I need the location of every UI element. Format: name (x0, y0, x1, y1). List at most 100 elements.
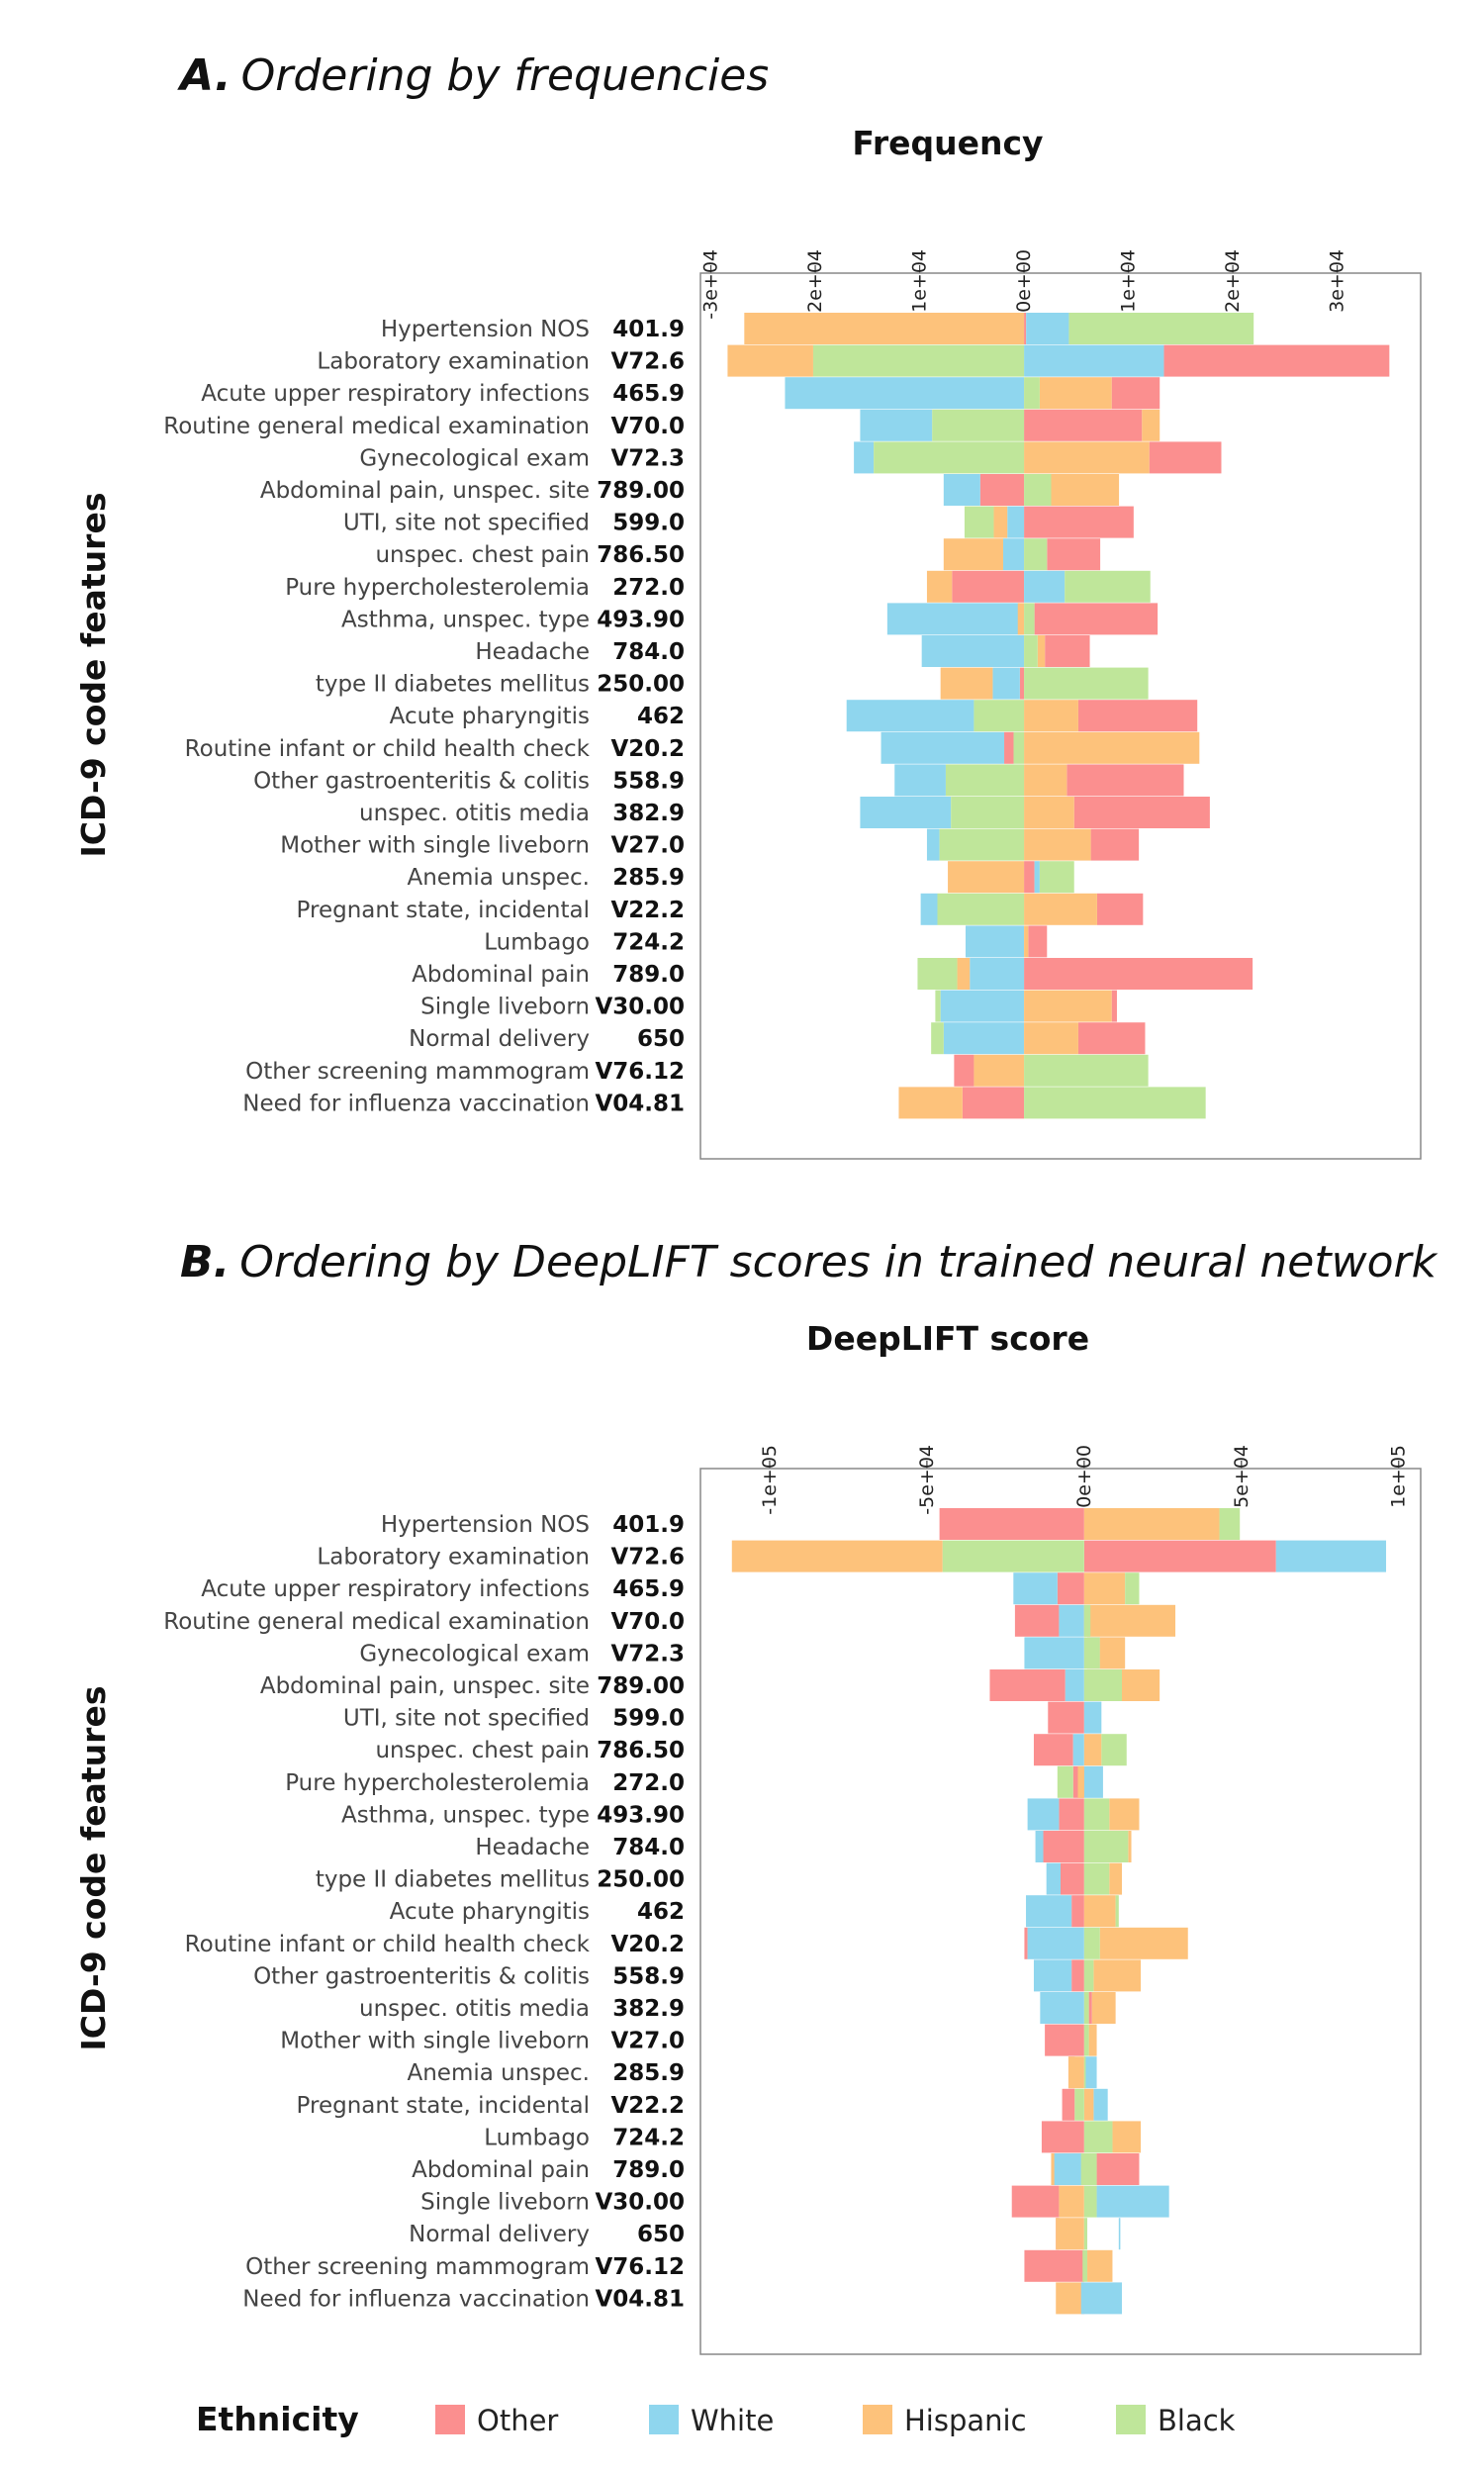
row-label: Gynecological exam (359, 445, 590, 471)
row-code: V27.0 (610, 833, 685, 859)
bar-hispanic (1024, 441, 1150, 474)
bar-hispanic (1024, 925, 1029, 958)
bar-black (937, 893, 1025, 925)
bar-other (1083, 1540, 1276, 1572)
bar-white (1046, 1862, 1061, 1895)
row-label: Asthma, unspec. type (341, 1802, 590, 1828)
bar-other (1024, 958, 1253, 990)
bar-other (1019, 667, 1025, 700)
bar-black (1083, 1798, 1110, 1831)
bar-white (1024, 570, 1066, 603)
bar-white (1027, 1927, 1084, 1959)
row-label: Normal delivery (409, 2222, 590, 2247)
panel-b-title-prefix: B. (180, 1237, 230, 1287)
bar-black (1083, 1604, 1091, 1637)
bar-black (1039, 861, 1074, 894)
bar-hispanic (1056, 2218, 1084, 2250)
row-label: Abdominal pain, unspec. site (260, 478, 590, 504)
row-label: Other gastroenteritis & colitis (253, 768, 590, 794)
legend-swatch-hispanic (863, 2405, 892, 2434)
row-label: Laboratory examination (317, 349, 590, 375)
bar-hispanic (1051, 474, 1120, 506)
bar-hispanic (1121, 1669, 1160, 1701)
bar-other (1059, 1798, 1084, 1831)
bar-hispanic (1067, 2056, 1084, 2089)
bar-hispanic (1083, 1572, 1126, 1605)
row-label: Hypertension NOS (381, 317, 590, 342)
bar-black (1065, 570, 1151, 603)
row-code: 382.9 (612, 1996, 685, 2022)
row-label: Other screening mammogram (245, 1059, 590, 1085)
bar-hispanic (1024, 764, 1067, 797)
bar-white (785, 377, 1025, 410)
row-label: Acute upper respiratory infections (201, 1576, 590, 1602)
bar-white (970, 958, 1025, 990)
row-code: 789.0 (612, 962, 685, 988)
bar-white (992, 667, 1020, 700)
bar-black (1083, 1669, 1122, 1701)
row-code: 493.90 (597, 1802, 685, 1828)
row-label: unspec. otitis media (359, 801, 590, 826)
legend-label-hispanic: Hispanic (904, 2404, 1027, 2437)
row-label: Pregnant state, incidental (297, 2093, 590, 2119)
bar-hispanic (1128, 1831, 1132, 1862)
bar-white (854, 441, 875, 474)
bar-black (1219, 1508, 1241, 1540)
bar-white (1007, 506, 1025, 538)
row-label: Other gastroenteritis & colitis (253, 1963, 590, 1989)
bar-hispanic (940, 667, 993, 700)
bar-other (1077, 1022, 1146, 1055)
x-tick-label: 3e+04 (1327, 249, 1348, 313)
row-code: V72.3 (610, 445, 685, 471)
row-label: Abdominal pain (412, 962, 590, 988)
x-tick-label: -1e+04 (909, 249, 931, 320)
bar-white (860, 797, 952, 828)
bar-other (962, 1087, 1025, 1119)
bar-white (1040, 1992, 1084, 2024)
bar-hispanic (1056, 2282, 1081, 2315)
bar-white (1065, 1669, 1084, 1701)
row-code: 599.0 (612, 511, 685, 536)
bar-black (942, 1540, 1084, 1572)
bar-hispanic (727, 344, 813, 377)
row-code: 401.9 (612, 1512, 685, 1538)
row-label: Need for influenza vaccination (242, 2286, 590, 2312)
bar-hispanic (1099, 1637, 1126, 1669)
bar-black (1024, 1054, 1149, 1087)
x-tick-label: -3e+04 (700, 249, 722, 320)
legend-label-black: Black (1158, 2404, 1236, 2437)
row-code: V04.81 (595, 2286, 685, 2312)
bar-other (1028, 925, 1048, 958)
row-code: 724.2 (612, 929, 685, 955)
row-code: V30.00 (595, 2190, 685, 2216)
row-code: 272.0 (612, 575, 685, 601)
bar-black (964, 506, 994, 538)
bar-white (920, 893, 938, 925)
row-code: V22.2 (610, 898, 685, 923)
row-code: V76.12 (595, 1059, 685, 1085)
bar-black (812, 344, 1025, 377)
x-tick-label: 1e+04 (1118, 249, 1140, 313)
bar-white (886, 603, 1020, 635)
bar-white (1083, 2056, 1097, 2089)
bar-other (1043, 1831, 1084, 1862)
row-code: V27.0 (610, 2029, 685, 2054)
bar-hispanic (1024, 828, 1091, 861)
bar-other (1088, 1992, 1092, 2024)
bar-black (1083, 1927, 1100, 1959)
row-label: Pure hypercholesterolemia (285, 575, 590, 601)
bar-white (1059, 1604, 1084, 1637)
bar-white (1026, 313, 1069, 344)
row-code: 786.50 (597, 542, 685, 568)
bar-white (846, 700, 974, 732)
bar-black (1057, 1765, 1073, 1798)
bar-other (1067, 764, 1184, 797)
bar-other (1149, 441, 1222, 474)
bar-hispanic (1088, 2024, 1097, 2056)
row-label: Mother with single liveborn (280, 833, 590, 859)
panel-b-row-labels: Hypertension NOS 401.9 Laboratory examinat… (163, 1512, 685, 2312)
bar-hispanic (993, 506, 1008, 538)
bar-white (1096, 2185, 1169, 2218)
x-tick-label: 1e+05 (1388, 1445, 1410, 1508)
row-label: unspec. otitis media (359, 1996, 590, 2022)
